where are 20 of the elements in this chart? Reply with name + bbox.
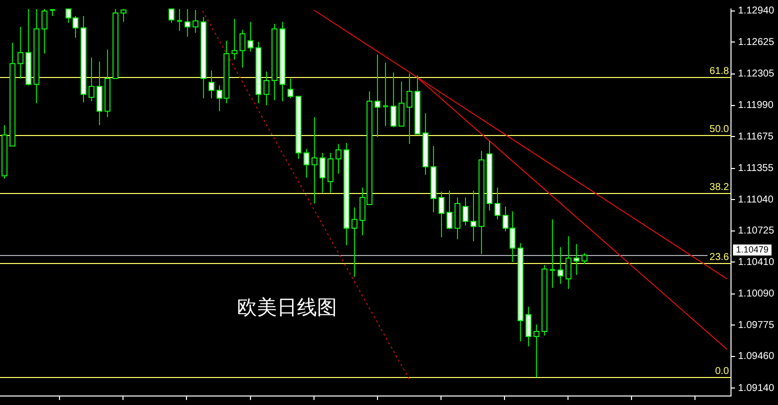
y-tick-label: 1.10410 bbox=[738, 256, 775, 268]
y-tick-label: 1.12305 bbox=[738, 68, 775, 80]
ref-line-label: 1.10479 bbox=[736, 244, 769, 254]
y-tick-label: 1.09775 bbox=[738, 320, 775, 331]
y-tick-label: 1.10725 bbox=[738, 226, 775, 237]
y-tick-label: 1.11355 bbox=[738, 163, 774, 174]
y-tick-label: 1.11990 bbox=[738, 100, 774, 112]
annotation: 50.0 bbox=[710, 124, 730, 135]
annotation: 61.8 bbox=[710, 66, 730, 77]
y-tick-label: 1.11040 bbox=[738, 194, 774, 206]
y-tick-label: 1.12940 bbox=[738, 6, 775, 17]
annotation: 0.0 bbox=[715, 366, 730, 377]
annotation: 欧美日线图 bbox=[237, 295, 337, 320]
y-tick-label: 1.10090 bbox=[738, 288, 775, 300]
y-tick-label: 1.12625 bbox=[738, 36, 775, 48]
y-tick-label: 1.09140 bbox=[738, 382, 775, 394]
y-tick-label: 1.11675 bbox=[738, 131, 774, 142]
y-tick-label: 1.09460 bbox=[738, 351, 775, 362]
annotation: 23.6 bbox=[710, 252, 730, 263]
annotation: 38.2 bbox=[710, 182, 730, 193]
